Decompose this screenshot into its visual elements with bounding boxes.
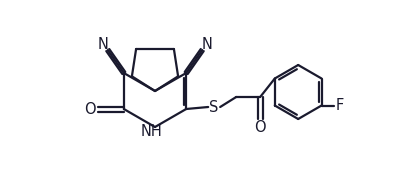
Text: O: O <box>255 120 266 134</box>
Text: N: N <box>97 37 108 52</box>
Text: S: S <box>209 100 219 114</box>
Text: O: O <box>84 101 96 117</box>
Text: N: N <box>202 37 213 52</box>
Text: NH: NH <box>141 124 163 139</box>
Text: F: F <box>336 98 344 113</box>
